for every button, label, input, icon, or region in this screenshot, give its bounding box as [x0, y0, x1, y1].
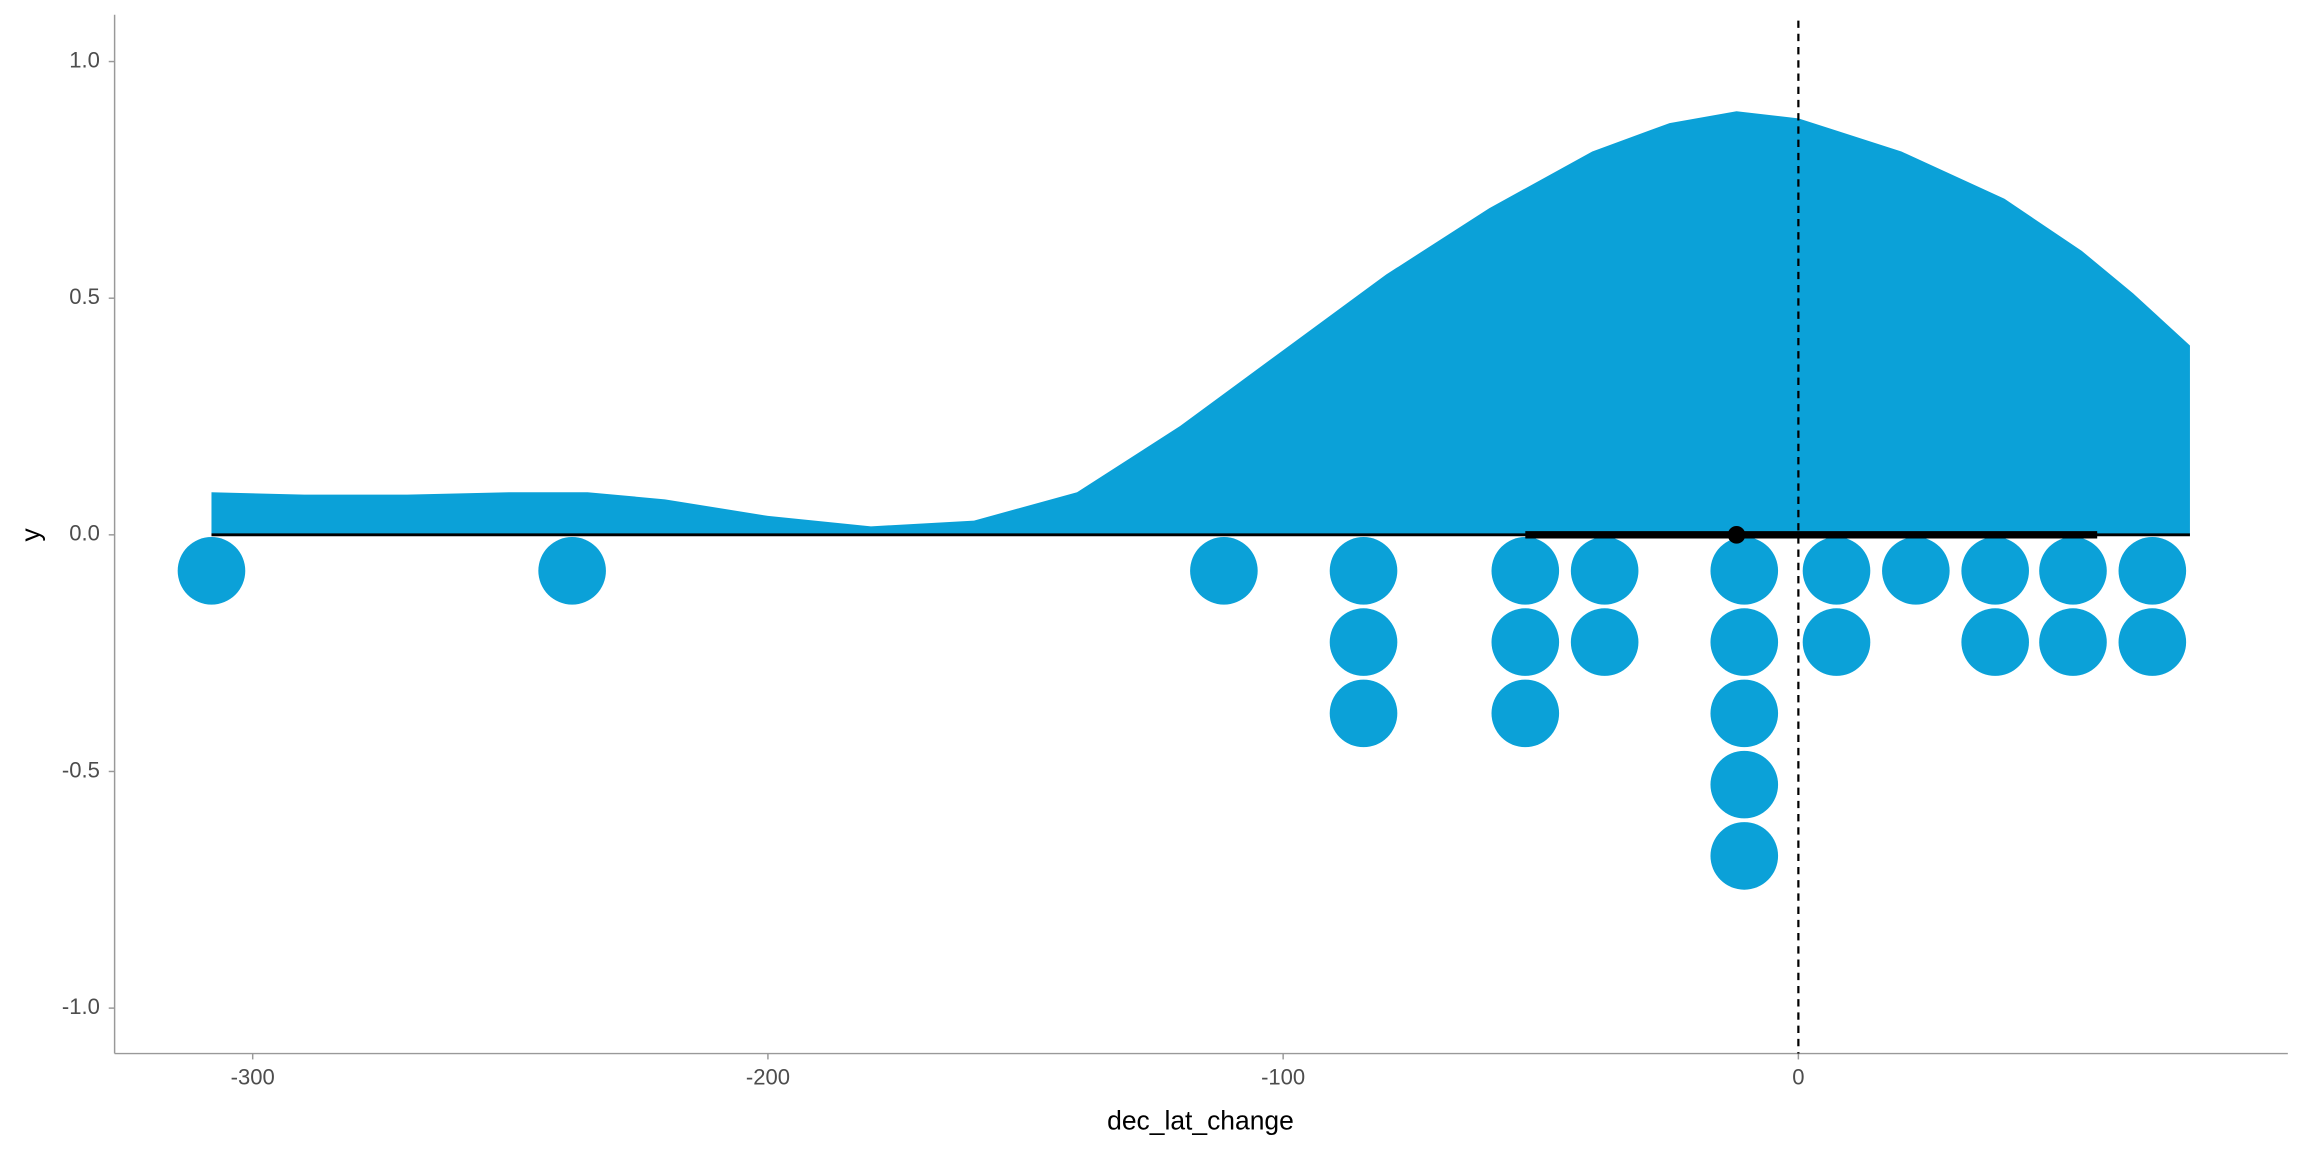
y-tick-label: 0.0 — [69, 521, 100, 546]
dot — [1961, 537, 2029, 605]
x-axis-title: dec_lat_change — [1107, 1106, 1294, 1136]
dot — [538, 537, 606, 605]
x-tick-label: 0 — [1792, 1064, 1804, 1089]
dot — [2118, 608, 2187, 676]
dot — [1491, 679, 1560, 748]
dot — [1190, 537, 1258, 605]
dot — [1329, 537, 1398, 605]
interval-point — [1727, 526, 1746, 544]
dot — [1710, 750, 1779, 819]
y-tick-label: -1.0 — [62, 994, 100, 1019]
dot — [2039, 537, 2107, 605]
dot — [1961, 608, 2029, 676]
dot — [1329, 679, 1398, 748]
y-axis-title: y — [15, 527, 45, 541]
dot — [1491, 608, 1560, 676]
x-tick-label: -300 — [231, 1064, 275, 1089]
dot — [1570, 537, 1639, 605]
dot — [1710, 679, 1779, 748]
y-tick-label: -0.5 — [62, 757, 100, 782]
density-area — [211, 111, 2190, 535]
x-tick-label: -200 — [746, 1064, 790, 1089]
dot — [2039, 608, 2107, 676]
dot — [1882, 537, 1950, 605]
y-tick-label: 0.5 — [69, 284, 100, 309]
dot — [1329, 608, 1398, 676]
dot — [1802, 537, 1871, 605]
dot — [1802, 608, 1871, 676]
dot — [1491, 537, 1560, 605]
dot — [2118, 537, 2187, 605]
x-tick-label: -100 — [1261, 1064, 1305, 1089]
y-tick-label: 1.0 — [69, 47, 100, 72]
dot — [1710, 537, 1779, 605]
dot — [1570, 608, 1639, 676]
dot — [177, 537, 246, 605]
dot — [1710, 822, 1779, 890]
dot — [1710, 608, 1779, 676]
